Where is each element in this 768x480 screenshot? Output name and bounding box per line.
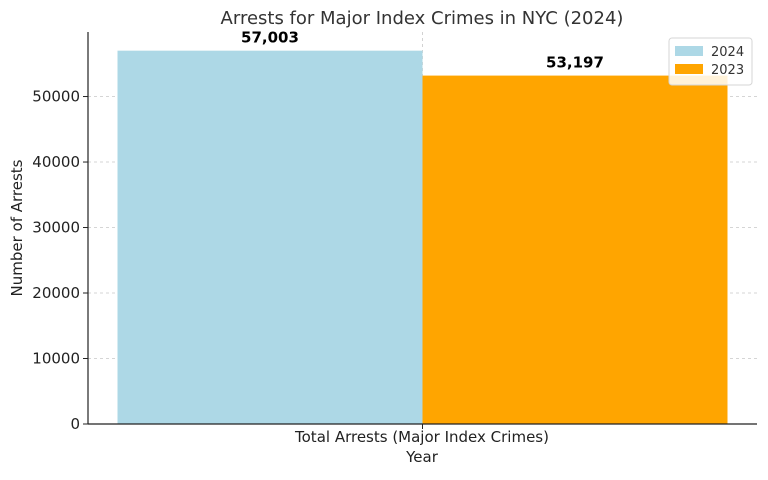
data-label-2024: 57,003 [241, 29, 299, 47]
y-axis-ticks: 0 10000 20000 30000 40000 50000 [32, 88, 88, 433]
data-labels: 57,003 53,197 [241, 29, 604, 72]
y-tick-label-30000: 30000 [32, 219, 80, 237]
legend-label-2024: 2024 [711, 45, 744, 60]
legend-swatch-2024 [675, 46, 703, 56]
legend: 2024 2023 [668, 37, 753, 86]
y-tick-label-10000: 10000 [32, 350, 80, 368]
y-axis-label: Number of Arrests [8, 159, 26, 296]
y-tick-label-0: 0 [70, 415, 80, 433]
x-tick-label: Total Arrests (Major Index Crimes) [294, 428, 549, 446]
y-tick-label-20000: 20000 [32, 284, 80, 302]
x-axis-label: Year [405, 448, 439, 466]
bars [117, 50, 728, 425]
bar-2024 [117, 50, 423, 424]
legend-label-2023: 2023 [711, 63, 744, 78]
bar-2023 [422, 75, 728, 425]
legend-swatch-2023 [675, 64, 703, 74]
y-tick-label-50000: 50000 [32, 88, 80, 106]
data-label-2023: 53,197 [546, 54, 604, 72]
chart-title: Arrests for Major Index Crimes in NYC (2… [221, 8, 624, 29]
y-tick-label-40000: 40000 [32, 153, 80, 171]
